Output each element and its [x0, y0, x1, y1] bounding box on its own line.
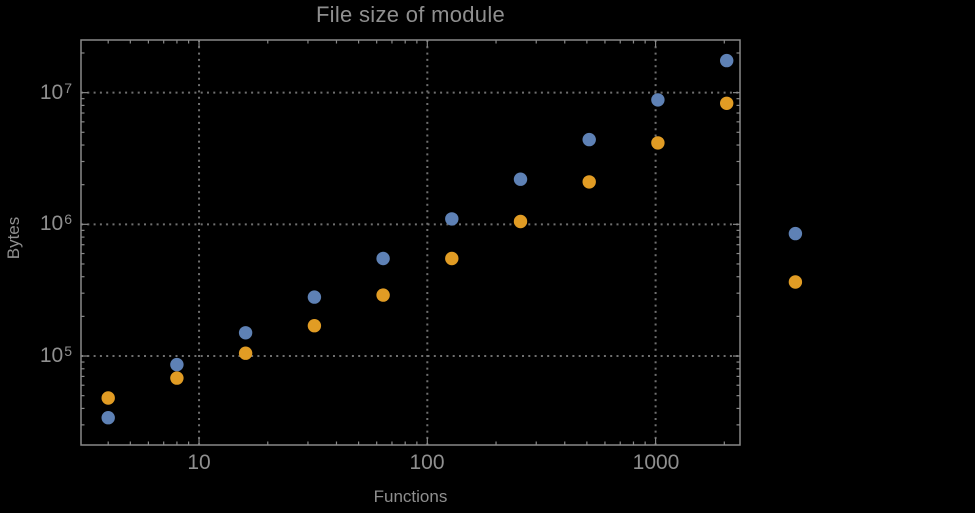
- y-tick-label: 106: [39, 211, 72, 235]
- data-point-orange: [788, 275, 803, 289]
- data-point-orange: [720, 96, 734, 111]
- tick-marks: [81, 40, 740, 445]
- data-point-blue: [651, 93, 665, 107]
- y-tick-label: 107: [39, 80, 72, 104]
- data-point-blue: [101, 411, 115, 425]
- data-point-blue: [582, 132, 596, 147]
- data-point-blue: [170, 357, 184, 372]
- x-gridlines: [198, 40, 657, 445]
- x-tick-label: 1000: [632, 451, 680, 474]
- x-axis-label: Functions: [373, 487, 448, 506]
- series-blue-points: [101, 53, 803, 425]
- data-point-blue: [376, 251, 390, 266]
- y-tick-label: 105: [39, 343, 72, 367]
- chart-title: File size of module: [315, 2, 506, 27]
- data-point-orange: [170, 371, 184, 385]
- data-point-blue: [513, 172, 528, 186]
- data-point-orange: [238, 346, 253, 360]
- data-point-orange: [307, 319, 322, 333]
- x-tick-label: 10: [187, 451, 211, 474]
- series-orange-points: [101, 96, 803, 405]
- data-point-blue: [720, 53, 734, 68]
- x-tick-label: 100: [409, 451, 445, 474]
- data-point-orange: [376, 288, 390, 302]
- y-axis-label: Bytes: [4, 216, 23, 260]
- data-point-blue: [788, 226, 803, 241]
- data-point-orange: [101, 391, 115, 405]
- data-point-blue: [307, 290, 322, 304]
- y-gridlines: [81, 91, 740, 358]
- plot-frame: [80, 39, 741, 446]
- data-point-blue: [238, 326, 253, 340]
- data-point-orange: [651, 136, 665, 150]
- data-point-orange: [445, 251, 459, 266]
- data-point-blue: [445, 212, 459, 226]
- data-point-orange: [513, 214, 528, 229]
- data-point-orange: [582, 175, 596, 189]
